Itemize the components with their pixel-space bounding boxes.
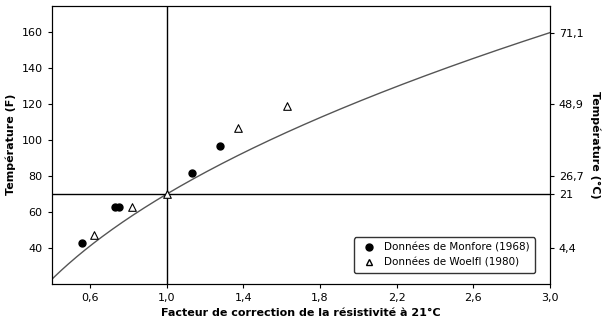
Point (187, 170, 196, 175)
Point (162, 191, 171, 197)
Point (233, 125, 242, 130)
Point (282, 103, 292, 109)
Point (110, 204, 120, 209)
X-axis label: Facteur de correction de la résistivité à 21°C: Facteur de correction de la résistivité … (161, 308, 441, 318)
Point (78, 240, 87, 245)
Point (216, 143, 225, 148)
Legend: Données de Monfore (1968), Données de Woelfl (1980): Données de Monfore (1968), Données de Wo… (354, 237, 534, 273)
Point (114, 204, 124, 209)
Y-axis label: Température (F): Température (F) (5, 94, 16, 195)
Point (89, 233, 99, 238)
Point (127, 204, 137, 209)
Y-axis label: Température (°C): Température (°C) (590, 91, 601, 199)
